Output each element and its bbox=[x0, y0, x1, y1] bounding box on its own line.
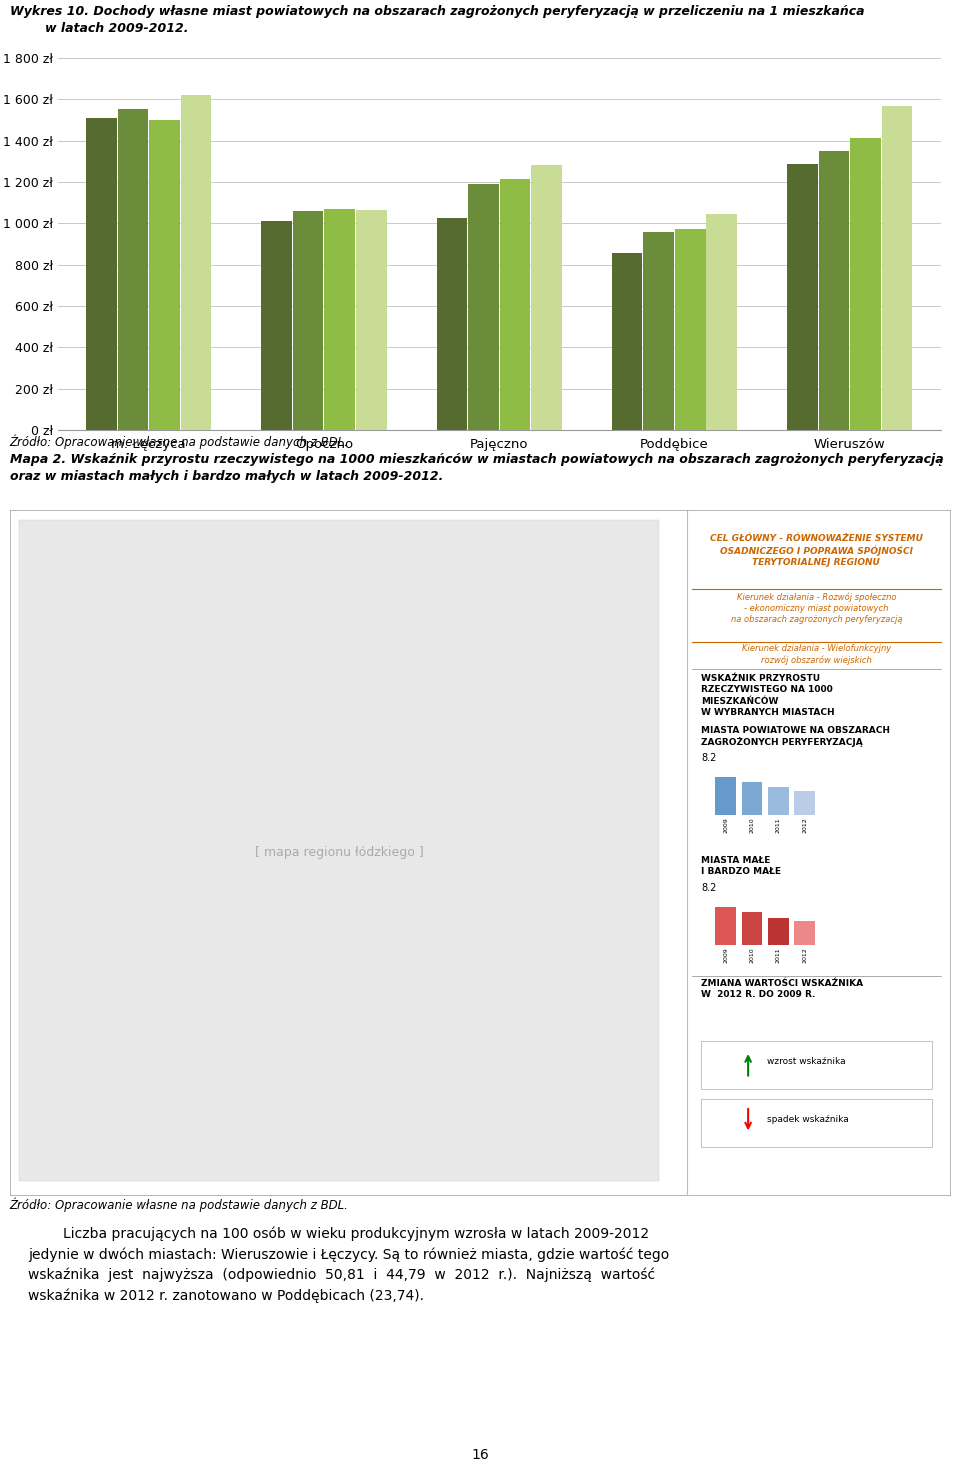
Bar bbox=[356, 209, 387, 431]
Text: WSKAŹNIK PRZYROSTU
RZECZYWISTEGO NA 1000
MIESZKAŃCÓW
W WYBRANYCH MIASTACH: WSKAŹNIK PRZYROSTU RZECZYWISTEGO NA 1000… bbox=[701, 674, 834, 717]
Bar bbox=[293, 211, 324, 431]
Bar bbox=[881, 106, 912, 431]
Bar bbox=[118, 109, 148, 431]
Text: 2011: 2011 bbox=[776, 947, 780, 963]
Bar bbox=[437, 218, 468, 431]
Text: 8.2: 8.2 bbox=[701, 754, 716, 763]
Bar bbox=[324, 209, 355, 431]
Text: Mapa 2. Wskaźnik przyrostu rzeczywistego na 1000 mieszkańców w miastach powiatow: Mapa 2. Wskaźnik przyrostu rzeczywistego… bbox=[10, 453, 944, 482]
Bar bbox=[468, 184, 499, 431]
Text: 2010: 2010 bbox=[750, 947, 755, 963]
Bar bbox=[180, 96, 211, 431]
Text: MIASTA MAŁE
I BARDZO MAŁE: MIASTA MAŁE I BARDZO MAŁE bbox=[701, 855, 781, 876]
Bar bbox=[86, 118, 117, 431]
Text: [ mapa regionu łódzkiego ]: [ mapa regionu łódzkiego ] bbox=[254, 847, 423, 858]
Text: Źródło: Opracowanie własne na podstawie danych z BDL.: Źródło: Opracowanie własne na podstawie … bbox=[10, 435, 348, 450]
Bar bbox=[675, 229, 706, 431]
Text: 8.2: 8.2 bbox=[701, 884, 716, 894]
Text: MIASTA POWIATOWE NA OBSZARACH
ZAGROŻONYCH PERYFERYZACJĄ: MIASTA POWIATOWE NA OBSZARACH ZAGROŻONYC… bbox=[701, 726, 890, 748]
Bar bbox=[819, 150, 850, 431]
Bar bbox=[715, 907, 736, 945]
Text: wzrost wskaźnika: wzrost wskaźnika bbox=[767, 1058, 846, 1066]
Text: 16: 16 bbox=[471, 1448, 489, 1462]
Text: ZMIANA WARTOŚCI WSKAŹNIKA
W  2012 R. DO 2009 R.: ZMIANA WARTOŚCI WSKAŹNIKA W 2012 R. DO 2… bbox=[701, 979, 863, 1000]
Text: Wykres 10. Dochody własne miast powiatowych na obszarach zagrożonych peryferyzac: Wykres 10. Dochody własne miast powiatow… bbox=[10, 4, 864, 35]
Text: 2009: 2009 bbox=[723, 947, 728, 963]
FancyBboxPatch shape bbox=[19, 521, 659, 1181]
Bar bbox=[612, 254, 642, 431]
Bar bbox=[149, 119, 180, 431]
Text: 2010: 2010 bbox=[750, 817, 755, 832]
Bar bbox=[715, 777, 736, 814]
Text: 2012: 2012 bbox=[802, 947, 807, 963]
Bar bbox=[768, 917, 788, 945]
Bar bbox=[499, 178, 530, 431]
Bar bbox=[768, 788, 788, 814]
Bar bbox=[794, 920, 815, 945]
Text: 2012: 2012 bbox=[802, 817, 807, 832]
Bar bbox=[531, 165, 562, 431]
Bar bbox=[707, 214, 737, 431]
Bar bbox=[643, 232, 674, 431]
Text: Kierunek działania - Wielofunkcyjny
rozwój obszarów wiejskich: Kierunek działania - Wielofunkcyjny rozw… bbox=[742, 645, 891, 665]
Bar bbox=[851, 137, 880, 431]
Text: 2011: 2011 bbox=[776, 817, 780, 832]
Text: Liczba pracujących na 100 osób w wieku produkcyjnym wzrosła w latach 2009-2012
j: Liczba pracujących na 100 osób w wieku p… bbox=[29, 1226, 670, 1304]
Bar bbox=[787, 164, 818, 431]
Text: Kierunek działania - Rozwój społeczno
- ekonomiczny miast powiatowych
na obszara: Kierunek działania - Rozwój społeczno - … bbox=[731, 591, 902, 624]
Bar bbox=[261, 221, 292, 431]
Text: spadek wskaźnika: spadek wskaźnika bbox=[767, 1115, 849, 1124]
Text: 2009: 2009 bbox=[723, 817, 728, 832]
Text: CEL GŁÓWNY - RÓWNOWAŻENIE SYSTEMU
OSADNICZEGO I POPRAWA SPÓJNOŚCI
TERYTORIALNEJ : CEL GŁÓWNY - RÓWNOWAŻENIE SYSTEMU OSADNI… bbox=[709, 534, 923, 566]
Bar bbox=[741, 912, 762, 945]
Bar bbox=[741, 782, 762, 814]
Bar bbox=[794, 791, 815, 814]
Text: Źródło: Opracowanie własne na podstawie danych z BDL.: Źródło: Opracowanie własne na podstawie … bbox=[10, 1198, 348, 1212]
